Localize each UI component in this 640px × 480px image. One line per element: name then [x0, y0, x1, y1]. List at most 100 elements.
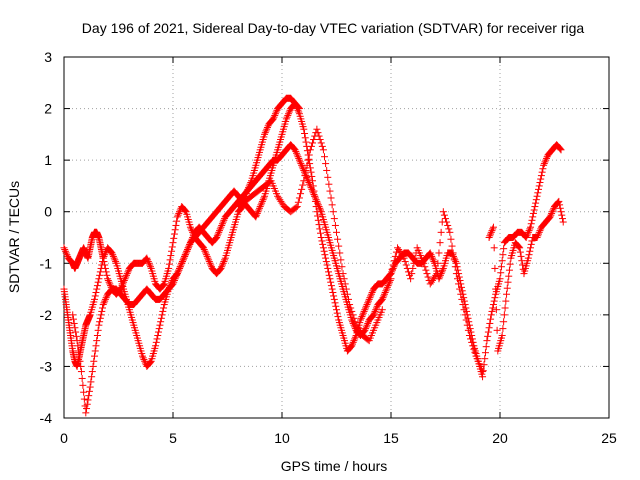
data-point-interp: [527, 220, 535, 228]
data-point-interp: [71, 324, 79, 332]
data-point-interp: [94, 278, 102, 286]
data-point: [348, 342, 356, 350]
data-point-interp: [92, 289, 100, 297]
data-point-interp: [410, 259, 418, 267]
data-point-interp: [158, 311, 166, 319]
data-point: [433, 270, 441, 278]
data-point-interp: [176, 264, 184, 272]
x-tick-label: 20: [492, 430, 508, 446]
data-point-interp: [72, 332, 80, 340]
data-point-interp: [349, 311, 357, 319]
data-point: [217, 264, 225, 272]
data-point-interp: [301, 129, 309, 137]
data-point-interp: [558, 211, 566, 219]
data-point-interp: [458, 295, 466, 303]
data-point-interp: [294, 198, 302, 206]
data-point-interp: [337, 256, 345, 264]
data-point-interp: [317, 229, 325, 237]
data-point-interp: [456, 285, 464, 293]
data-point: [169, 280, 177, 288]
data-point-interp: [489, 304, 497, 312]
data-point-interp: [168, 247, 176, 255]
data-point: [503, 290, 511, 298]
data-point-interp: [399, 252, 407, 260]
data-point-interp: [491, 294, 499, 302]
data-point-interp: [100, 252, 108, 260]
data-point-interp: [79, 381, 87, 389]
data-point-interp: [404, 268, 412, 276]
x-tick-label: 15: [383, 430, 399, 446]
data-point: [387, 270, 395, 278]
data-point-interp: [383, 283, 391, 291]
data-point-interp: [75, 347, 83, 355]
data-point-interp: [311, 194, 319, 202]
data-point-interp: [85, 392, 93, 400]
data-point-interp: [255, 204, 263, 212]
data-point-interp: [487, 315, 495, 323]
data-point-interp: [174, 211, 182, 219]
data-point-interp: [348, 340, 356, 348]
data-point-interp: [389, 261, 397, 269]
data-point-interp: [505, 272, 513, 280]
data-point-interp: [69, 315, 77, 323]
data-point-interp: [479, 367, 487, 375]
data-point-interp: [176, 208, 184, 216]
data-point: [309, 187, 317, 195]
data-point-interp: [500, 318, 508, 326]
data-point-interp: [424, 273, 432, 281]
data-point-interp: [88, 368, 96, 376]
data-point-interp: [492, 285, 500, 293]
data-point-interp: [537, 172, 545, 180]
data-point: [485, 234, 493, 241]
data-point: [498, 331, 506, 339]
data-point: [73, 337, 81, 345]
data-point-interp: [102, 294, 110, 302]
data-point-interp: [558, 215, 566, 223]
data-point-interp: [110, 254, 118, 262]
data-point-interp: [301, 134, 309, 142]
data-point-interp: [325, 271, 333, 279]
data-point: [483, 337, 491, 345]
data-point: [313, 125, 321, 133]
data-point: [365, 295, 373, 303]
data-point-interp: [171, 226, 179, 234]
data-point: [439, 208, 447, 216]
data-point-interp: [219, 259, 227, 267]
data-point-interp: [318, 142, 326, 150]
data-point-interp: [184, 244, 192, 252]
data-point: [326, 275, 334, 283]
data-point-interp: [101, 251, 109, 259]
data-point-interp: [263, 123, 271, 131]
data-point-interp: [316, 225, 324, 233]
data-point-interp: [89, 362, 97, 370]
data-point-interp: [542, 156, 550, 164]
data-point-interp: [155, 325, 163, 333]
data-point-interp: [537, 175, 545, 183]
y-tick-label: -3: [40, 358, 53, 374]
data-point-interp: [144, 258, 152, 266]
data-point-interp: [294, 103, 302, 111]
data-point: [361, 306, 369, 314]
data-point-interp: [153, 335, 161, 343]
data-point-interp: [141, 357, 149, 365]
data-point-interp: [70, 319, 78, 327]
data-point-interp: [184, 246, 192, 254]
data-point-interp: [497, 269, 505, 277]
data-point-interp: [317, 139, 325, 147]
data-point: [169, 239, 177, 247]
data-point-interp: [391, 252, 399, 260]
data-point-interp: [90, 357, 98, 365]
data-point-interp: [330, 215, 338, 223]
data-point-interp: [100, 299, 108, 307]
data-point-interp: [261, 129, 269, 137]
data-point: [330, 295, 338, 303]
data-point-interp: [385, 280, 393, 288]
data-point-interp: [220, 258, 228, 266]
data-point-interp: [341, 280, 349, 288]
data-point-interp: [519, 261, 527, 269]
data-point-interp: [532, 199, 540, 207]
data-point-interp: [331, 221, 339, 229]
data-point-interp: [294, 153, 302, 161]
data-point: [104, 275, 112, 283]
data-point-interp: [76, 357, 84, 365]
